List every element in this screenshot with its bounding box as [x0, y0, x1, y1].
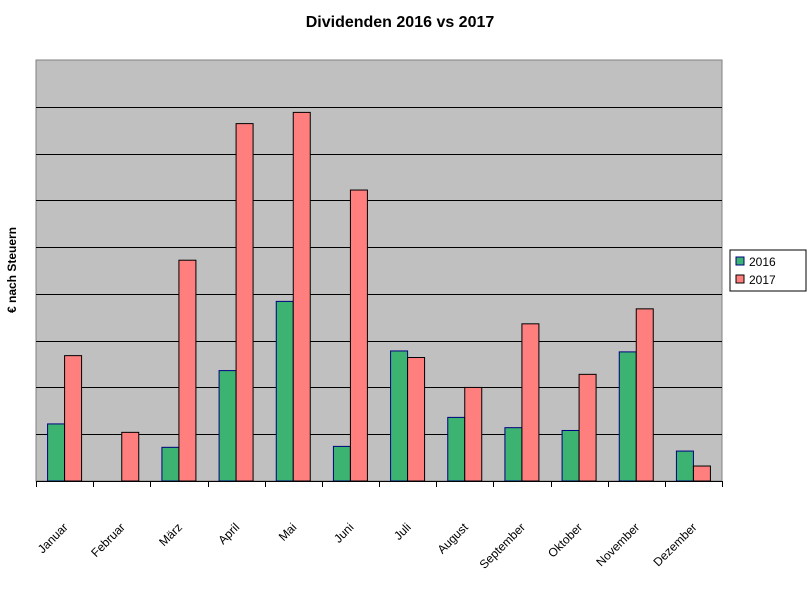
bar-2017-August	[464, 386, 483, 482]
bar-2017-April	[235, 123, 254, 482]
legend-label-2016: 2016	[749, 255, 776, 269]
bar-2017-Mai	[292, 111, 311, 482]
x-tick-labels: Januar Februar März April Mai Juni Juli August S…	[35, 520, 700, 572]
bars	[47, 111, 711, 482]
chart-title: Dividenden 2016 vs 2017	[306, 14, 495, 31]
x-tick-label: Oktober	[545, 520, 585, 560]
x-tick-label: Juni	[331, 520, 356, 545]
bar-2017-Februar	[121, 431, 140, 482]
bar-2016-Dezember	[675, 450, 694, 482]
gridlines	[36, 107, 722, 435]
bar-2016-November	[618, 351, 637, 482]
legend-swatch-2017	[735, 274, 745, 284]
bar-2017-Juli	[407, 357, 426, 482]
x-tick-label: August	[435, 520, 472, 557]
legend-swatch-2016	[735, 256, 745, 266]
bar-2016-März	[161, 446, 180, 482]
x-tick-label: Dezember	[650, 520, 699, 569]
bar-2016-Juli	[390, 350, 409, 482]
x-axis	[36, 481, 723, 487]
bar-2017-September	[521, 323, 540, 482]
legend-label-2017: 2017	[749, 273, 776, 287]
bar-2017-Oktober	[578, 373, 597, 482]
bar-2016-Oktober	[561, 429, 580, 482]
bar-2016-Januar	[47, 423, 66, 482]
bar-2017-Juni	[349, 189, 368, 482]
bar-2016-September	[504, 427, 523, 482]
bar-2017-Dezember	[692, 465, 711, 482]
x-tick-label: Mai	[276, 520, 300, 544]
legend: 2016 2017	[729, 249, 807, 292]
x-tick-label: Juli	[391, 520, 414, 543]
x-tick-label: September	[477, 520, 528, 571]
bar-2017-Januar	[64, 355, 83, 482]
bar-2016-April	[218, 370, 237, 482]
bar-2017-März	[178, 259, 197, 482]
x-tick-label: Januar	[35, 520, 71, 556]
plot-area	[35, 59, 723, 482]
x-tick-label: Februar	[88, 520, 128, 560]
x-tick-label: März	[156, 520, 185, 549]
bar-2016-Juni	[332, 445, 351, 482]
y-axis-label: € nach Steuern	[5, 227, 19, 313]
bar-2016-Mai	[275, 300, 294, 482]
bar-2016-August	[447, 416, 466, 482]
x-tick-label: November	[593, 520, 642, 569]
bar-2017-November	[635, 308, 654, 482]
x-tick-label: April	[215, 520, 242, 547]
